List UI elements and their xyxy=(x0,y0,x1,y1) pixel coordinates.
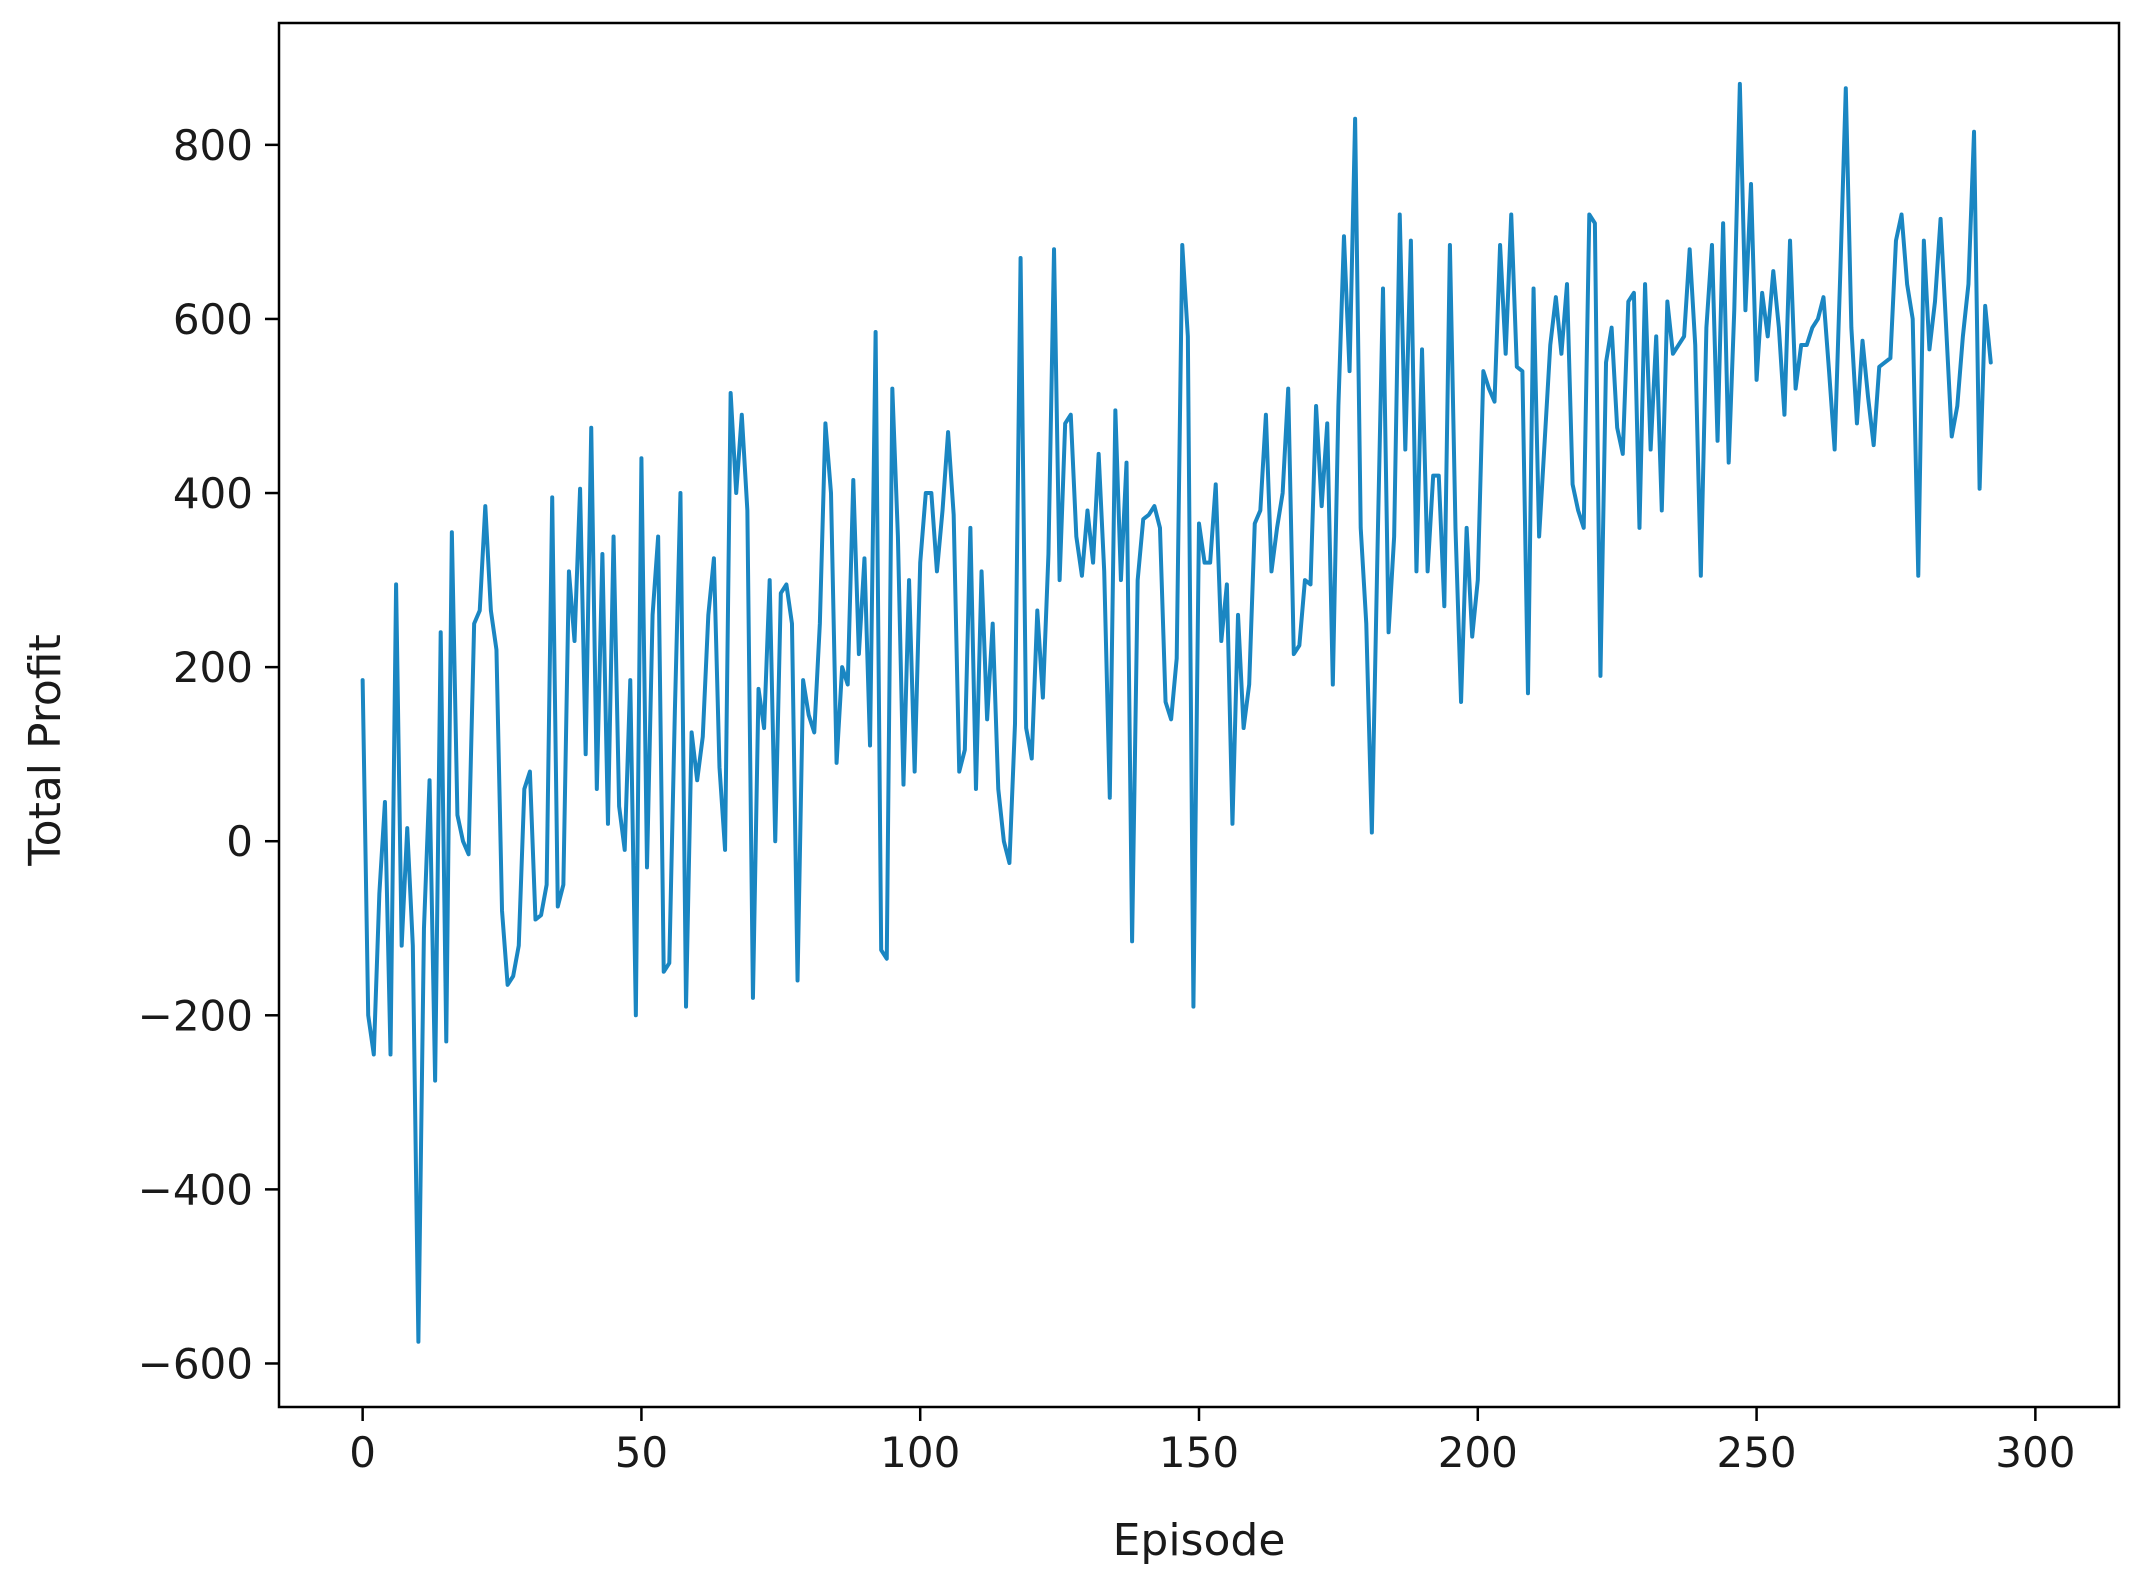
plot-frame xyxy=(277,21,2121,1409)
series-group xyxy=(360,81,1993,1344)
x-tick-label: 150 xyxy=(1159,1428,1239,1477)
x-axis-label: Episode xyxy=(1113,1515,1286,1566)
x-tick-label: 100 xyxy=(880,1428,960,1477)
y-tick-label: 800 xyxy=(173,121,253,170)
x-tick-label: 50 xyxy=(615,1428,668,1477)
y-axis-ticks: −600 −400 −200 0 200 400 600 800 xyxy=(138,121,279,1388)
series-line-0 xyxy=(360,81,1993,1344)
x-tick-label: 0 xyxy=(349,1428,376,1477)
x-tick-label: 250 xyxy=(1716,1428,1796,1477)
y-axis-label: Total Profit xyxy=(20,634,71,867)
y-tick-label: −200 xyxy=(138,991,253,1040)
y-tick-label: 200 xyxy=(173,643,253,692)
y-tick-label: −600 xyxy=(138,1339,253,1388)
y-tick-label: 600 xyxy=(173,295,253,344)
x-tick-label: 200 xyxy=(1438,1428,1518,1477)
y-tick-label: 0 xyxy=(226,817,253,866)
y-tick-label: −400 xyxy=(138,1165,253,1214)
y-tick-label: 400 xyxy=(173,469,253,518)
x-tick-label: 300 xyxy=(1995,1428,2075,1477)
x-axis-ticks: 0 50 100 150 200 250 300 xyxy=(349,1407,2075,1477)
